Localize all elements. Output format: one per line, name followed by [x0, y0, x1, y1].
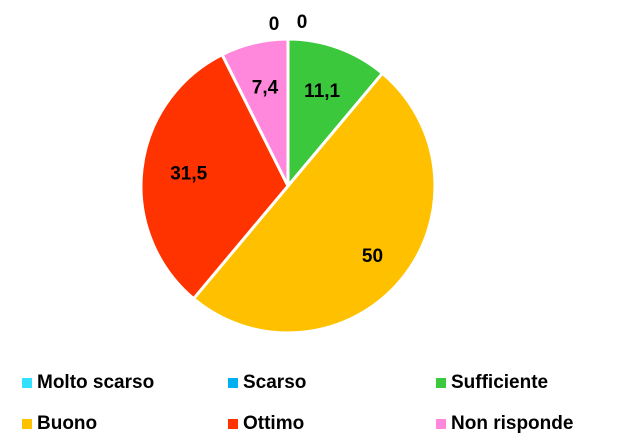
pie-slice — [286, 37, 385, 191]
legend-swatch — [228, 378, 238, 388]
legend-swatch — [22, 419, 32, 429]
legend-label: Scarso — [243, 372, 306, 393]
data-label: 7,4 — [252, 78, 279, 99]
data-label: 11,1 — [304, 81, 340, 102]
legend-label: Buono — [37, 413, 97, 434]
pie-slice — [220, 37, 290, 187]
data-label: 0 — [297, 12, 308, 33]
legend-swatch — [228, 419, 238, 429]
data-label: 31,5 — [170, 163, 207, 184]
legend-label: Ottimo — [243, 413, 304, 434]
legend-label: Sufficiente — [451, 372, 548, 393]
legend-swatch — [22, 378, 32, 388]
data-label: 0 — [269, 14, 280, 35]
legend-swatch — [436, 419, 446, 429]
legend-label: Molto scarso — [37, 372, 154, 393]
pie-slice — [191, 71, 437, 335]
legend-label: Non risponde — [451, 413, 573, 434]
data-label: 50 — [362, 246, 383, 267]
legend-swatch — [436, 378, 446, 388]
